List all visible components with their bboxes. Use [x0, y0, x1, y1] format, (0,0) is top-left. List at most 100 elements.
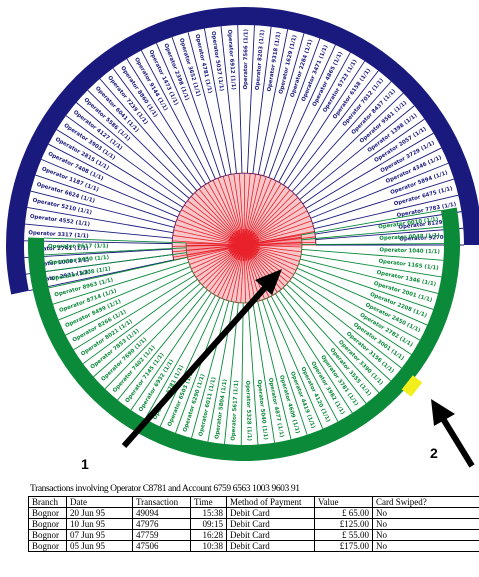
operator-label[interactable]: Operator 7566 (1/1): [243, 29, 250, 90]
segment-divider: [117, 289, 208, 401]
hub-spoke: [183, 204, 243, 245]
segment-divider: [93, 282, 201, 378]
column-header-card-swiped: Card Swiped?: [372, 496, 479, 508]
cell-method: Debit Card: [226, 529, 315, 541]
segment-divider: [224, 302, 239, 445]
column-header-date: Date: [66, 496, 133, 508]
column-header-transaction: Transaction: [132, 496, 191, 508]
cell-date: 10 Jun 95: [66, 518, 133, 530]
hub-star-ray: [244, 229, 251, 243]
hub-star-ray: [237, 247, 244, 261]
table-row[interactable]: Bognor 20 Jun 95 49094 15:38 Debit Card …: [28, 507, 479, 519]
hub-star-ray: [231, 234, 243, 244]
cell-value: £ 55.00: [314, 529, 373, 541]
operator-label[interactable]: Operator 5328 (1/1): [244, 380, 252, 441]
cell-time: 16:28: [190, 529, 227, 541]
segment-divider: [187, 32, 227, 176]
cell-card-swiped: No: [372, 507, 479, 519]
segment-divider: [87, 89, 194, 195]
transactions-caption: Transactions involving Operator C8781 an…: [30, 484, 300, 494]
operator-label[interactable]: Operator 6912 (1/1): [226, 29, 236, 90]
segment-divider: [275, 293, 353, 414]
segment-divider: [246, 25, 255, 174]
segment-divider: [247, 302, 259, 445]
operator-label[interactable]: Operator 5617 (1/1): [231, 380, 240, 441]
segment-divider: [314, 194, 459, 230]
highlighted-segment[interactable]: [401, 375, 423, 397]
hub-star-ray: [233, 246, 243, 258]
segment-divider: [99, 78, 198, 191]
segment-divider: [289, 280, 402, 369]
segment-divider: [171, 36, 221, 178]
table-row[interactable]: Bognor 05 Jun 95 47506 10:38 Debit Card …: [28, 540, 479, 552]
segment-divider: [73, 275, 195, 351]
hub-star-ray: [245, 246, 255, 258]
hub-spoke: [245, 246, 286, 287]
cell-time: 10:38: [190, 540, 227, 552]
operator-label[interactable]: Operator 9617 (1/1): [48, 243, 109, 249]
operator-label[interactable]: Operator 5804 (1/1): [214, 379, 228, 440]
cell-method: Debit Card: [226, 518, 315, 530]
segment-divider: [175, 299, 225, 434]
operator-label[interactable]: Operator 2741 (1/1): [28, 245, 89, 252]
segment-divider: [144, 295, 216, 420]
segment-divider: [282, 287, 380, 393]
cell-branch: Bognor: [28, 540, 67, 552]
cell-transaction: 47506: [132, 540, 191, 552]
operator-label[interactable]: Operator 3317 (1/1): [28, 230, 89, 239]
segment-divider: [156, 42, 216, 180]
segment-divider: [56, 129, 183, 208]
segment-divider: [315, 227, 464, 240]
operator-label[interactable]: Operator 9270 (1/1): [399, 234, 460, 242]
bottom-operator-fan: Operator 0010 (1/1)Operator 0048 (1/1)Op…: [28, 207, 461, 462]
hub-spoke: [191, 245, 243, 270]
callout-arrow-1: [121, 269, 282, 448]
cell-card-swiped: No: [372, 529, 479, 541]
segment-divider: [301, 209, 442, 236]
hub-spoke: [244, 186, 287, 244]
segment-divider: [308, 147, 442, 214]
segment-divider: [315, 211, 462, 235]
hub-star-ray: [243, 247, 248, 261]
cell-branch: Bognor: [28, 518, 67, 530]
operator-label[interactable]: Operator 0048 (1/1): [379, 233, 440, 242]
hub-star-ray: [246, 244, 260, 249]
hub-star-ray: [243, 229, 248, 243]
hub-spoke: [245, 193, 295, 244]
hub-star-ray: [228, 244, 242, 249]
segment-divider: [237, 25, 243, 174]
hub-star-ray: [246, 245, 260, 252]
segment-divider: [126, 58, 207, 185]
hub-spoke: [203, 185, 244, 244]
hub-star-ray: [231, 246, 243, 256]
table-row[interactable]: Bognor 10 Jun 95 47976 09:15 Debit Card …: [28, 518, 479, 530]
operator-label[interactable]: Operator 9450 (1/1): [49, 255, 110, 266]
cell-branch: Bognor: [28, 529, 67, 541]
operator-label[interactable]: Operator 1165 (1/1): [378, 259, 439, 272]
operator-label[interactable]: Operator 8203 (1/1): [255, 30, 266, 91]
table-row[interactable]: Bognor 07 Jun 95 47759 16:28 Debit Card …: [28, 529, 479, 541]
segment-divider: [30, 190, 175, 228]
hub-star-ray: [246, 238, 260, 245]
segment-divider: [305, 132, 434, 209]
segment-divider: [310, 162, 449, 219]
cell-transaction: 49094: [132, 507, 191, 519]
hub-spoke: [245, 215, 310, 245]
operator-label[interactable]: Operator 1040 (1/1): [379, 247, 440, 255]
segment-divider: [278, 52, 351, 183]
segment-divider: [279, 290, 367, 404]
operator-label[interactable]: Operator 1006 (1/1): [29, 257, 90, 269]
segment-divider: [24, 248, 173, 259]
cell-transaction: 47759: [132, 529, 191, 541]
hub-star-ray: [244, 230, 253, 243]
segment-divider: [45, 252, 187, 272]
hub-star-ray: [244, 247, 251, 261]
segment-divider: [273, 44, 336, 180]
segment-divider: [35, 174, 176, 223]
hub-star-ray: [246, 245, 259, 254]
transactions-panel: Transactions involving Operator C8781 an…: [28, 484, 479, 552]
segment-divider: [112, 67, 202, 188]
segment-divider: [301, 226, 444, 241]
hub-star-ray: [244, 247, 253, 260]
callout-arrow-2: [431, 399, 475, 468]
